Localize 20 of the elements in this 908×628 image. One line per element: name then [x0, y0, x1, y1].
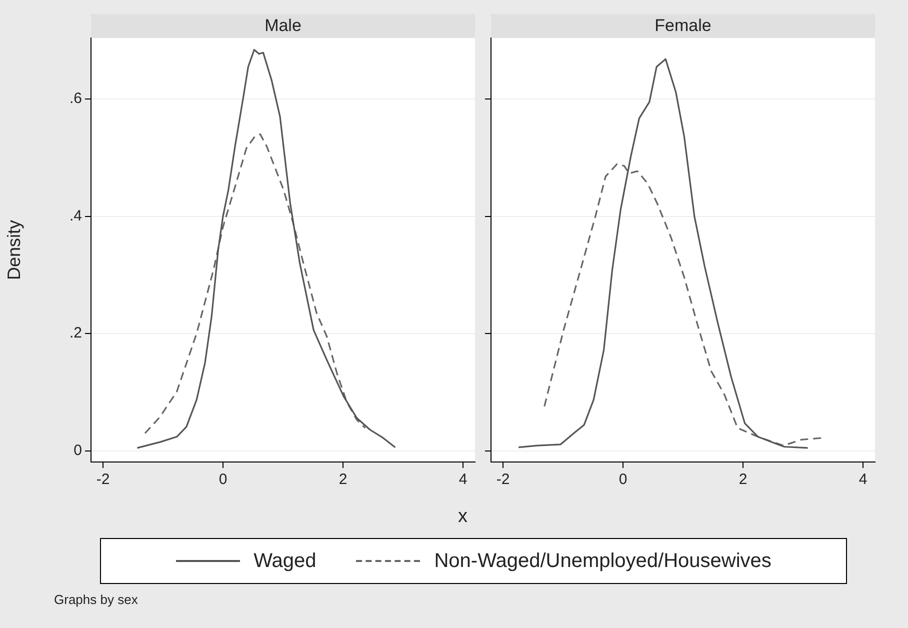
y-tick-label: .2: [69, 324, 82, 342]
y-tick-label: 0: [74, 442, 82, 459]
chart-title: Male: [91, 14, 475, 38]
y-axis-title: Density: [4, 220, 24, 280]
x-tick-label: -2: [496, 471, 510, 488]
x-tick-label: 0: [218, 471, 228, 488]
text: Graphs by sex: [54, 592, 138, 607]
legend-label: Non-Waged/Unemployed/Housewives: [434, 550, 772, 572]
x-axis-title: x: [458, 506, 468, 528]
x-tick-label: 2: [738, 471, 748, 488]
x-tick-label: 4: [858, 471, 868, 488]
x-tick-label: 0: [618, 471, 628, 488]
chart-title: Female: [491, 14, 875, 38]
legend-label: Waged: [254, 550, 316, 572]
x-tick-label: 4: [458, 471, 468, 488]
x-tick-label: 2: [338, 471, 348, 488]
y-tick-label: .4: [69, 207, 82, 224]
line-series: [144, 133, 366, 434]
y-tick-label: .6: [69, 90, 82, 108]
x-tick-label: -2: [96, 471, 110, 488]
